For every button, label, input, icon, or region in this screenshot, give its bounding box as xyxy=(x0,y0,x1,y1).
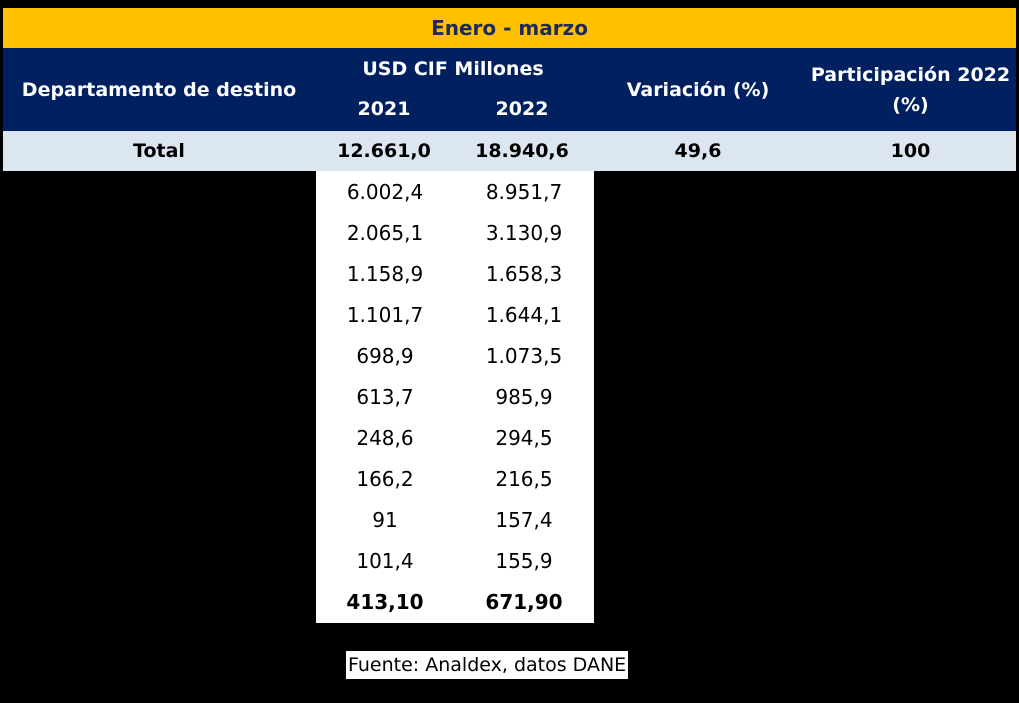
cell-2021: 248,6 xyxy=(356,425,414,450)
cell-2022: 8.951,7 xyxy=(485,179,563,204)
header-year-2022: 2022 xyxy=(495,98,549,120)
source-note: Fuente: Analdex, datos DANE xyxy=(346,651,629,679)
cell-2021: 613,7 xyxy=(356,384,414,409)
header-departamento: Departamento de destino xyxy=(21,78,297,101)
header-usd-cif: USD CIF Millones xyxy=(362,58,544,80)
cell-2021: 166,2 xyxy=(356,466,414,491)
cell-2021: 91 xyxy=(372,507,398,532)
cell-2021: 1.101,7 xyxy=(346,302,424,327)
cell-2022: 985,9 xyxy=(495,384,553,409)
cell-2021: 1.158,9 xyxy=(346,261,424,286)
cell-2022: 155,9 xyxy=(495,548,553,573)
total-variacion: 49,6 xyxy=(674,140,722,162)
table-title: Enero - marzo xyxy=(3,8,1016,48)
table-row: 1.101,7 1.644,1 xyxy=(316,294,594,335)
cell-2022: 1.644,1 xyxy=(485,302,563,327)
table-row: 698,9 1.073,5 xyxy=(316,335,594,376)
cell-2021: 2.065,1 xyxy=(346,220,424,245)
cell-2022: 1.073,5 xyxy=(485,343,563,368)
header-participacion: Participación 2022 (%) xyxy=(810,63,1011,116)
table-row: 166,2 216,5 xyxy=(316,458,594,499)
table-row: 2.065,1 3.130,9 xyxy=(316,212,594,253)
header-year-2021: 2021 xyxy=(357,98,411,120)
total-2022: 18.940,6 xyxy=(475,140,569,162)
table-row: 91 157,4 xyxy=(316,499,594,540)
table-row: 248,6 294,5 xyxy=(316,417,594,458)
cell-2022: 1.658,3 xyxy=(485,261,563,286)
table-row: 6.002,4 8.951,7 xyxy=(316,171,594,212)
table-row: 101,4 155,9 xyxy=(316,540,594,581)
cell-2021: 101,4 xyxy=(356,548,414,573)
table-row-subtotal: 413,10 671,90 xyxy=(316,581,594,622)
total-participacion: 100 xyxy=(890,140,931,162)
cell-2021: 413,10 xyxy=(346,589,424,614)
cell-2022: 3.130,9 xyxy=(485,220,563,245)
cell-2022: 157,4 xyxy=(495,507,553,532)
cell-2022: 216,5 xyxy=(495,466,553,491)
total-row: Total 12.661,0 18.940,6 49,6 100 xyxy=(3,131,1016,171)
table-row: 1.158,9 1.658,3 xyxy=(316,253,594,294)
cell-2021: 698,9 xyxy=(356,343,414,368)
total-label: Total xyxy=(133,140,185,162)
total-2021: 12.661,0 xyxy=(337,140,431,162)
cell-2022: 671,90 xyxy=(485,589,563,614)
header-variacion: Variación (%) xyxy=(626,78,770,101)
cell-2022: 294,5 xyxy=(495,425,553,450)
table-header: Departamento de destino USD CIF Millones… xyxy=(3,48,1016,131)
table-row: 613,7 985,9 xyxy=(316,376,594,417)
values-panel: 6.002,4 8.951,7 2.065,1 3.130,9 1.158,9 … xyxy=(316,171,594,623)
cell-2021: 6.002,4 xyxy=(346,179,424,204)
